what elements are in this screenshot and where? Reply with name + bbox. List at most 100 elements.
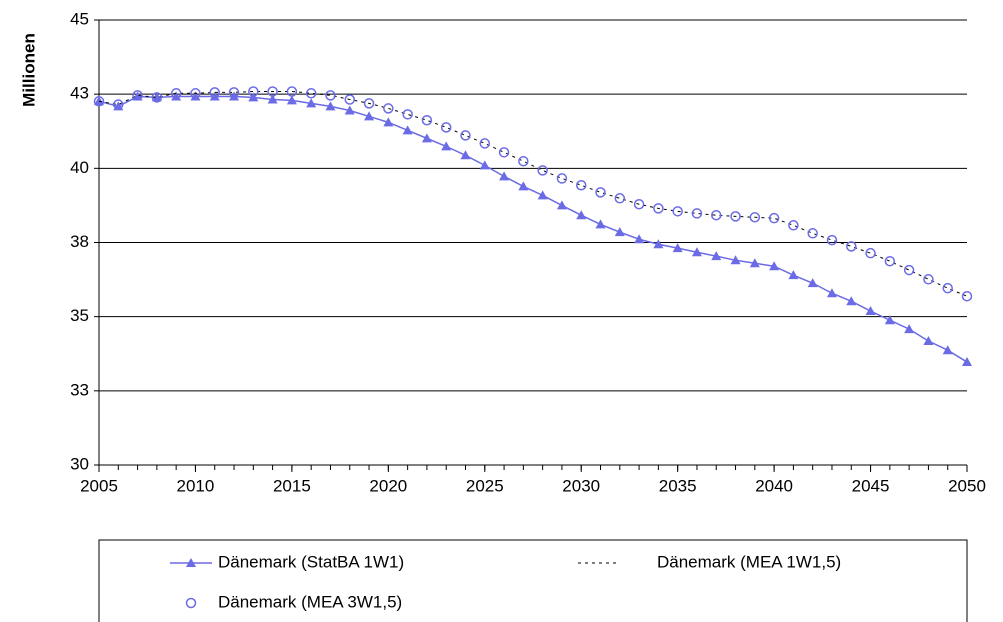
x-tick-label: 2040 — [755, 476, 793, 495]
marker — [923, 335, 934, 345]
marker — [93, 96, 105, 107]
x-tick-label: 2045 — [852, 476, 890, 495]
marker — [865, 306, 876, 316]
y-tick-label: 38 — [70, 232, 89, 251]
marker — [209, 87, 220, 98]
marker — [228, 87, 240, 98]
legend-marker — [186, 558, 196, 567]
marker — [170, 88, 182, 99]
marker — [595, 187, 606, 198]
marker — [325, 90, 336, 101]
y-tick-label: 45 — [70, 9, 89, 28]
series-line — [98, 95, 968, 363]
x-tick-label: 2025 — [466, 476, 504, 495]
marker — [730, 255, 741, 265]
marker — [884, 315, 895, 325]
marker — [364, 111, 375, 121]
marker — [576, 210, 587, 220]
marker — [421, 115, 433, 126]
marker — [865, 247, 876, 259]
marker — [711, 251, 722, 261]
marker — [344, 94, 356, 105]
marker — [151, 92, 162, 102]
marker — [190, 91, 201, 101]
marker — [807, 228, 818, 239]
marker — [961, 290, 973, 302]
marker — [440, 122, 452, 133]
marker — [498, 147, 510, 158]
marker — [672, 206, 683, 217]
marker — [962, 357, 972, 367]
legend-label: Dänemark (MEA 1W1,5) — [657, 552, 841, 571]
marker — [248, 86, 259, 97]
marker — [788, 220, 799, 231]
marker — [344, 105, 355, 115]
marker — [788, 270, 799, 280]
marker — [575, 179, 587, 191]
marker — [903, 264, 915, 276]
y-tick-label: 33 — [70, 380, 89, 399]
marker — [305, 88, 317, 99]
marker — [846, 241, 857, 252]
marker — [499, 171, 510, 181]
marker — [614, 193, 626, 204]
marker — [325, 101, 336, 111]
x-tick-label: 2030 — [562, 476, 600, 495]
marker — [171, 91, 182, 101]
marker — [826, 288, 837, 298]
marker — [421, 133, 432, 143]
marker — [942, 345, 953, 355]
marker — [383, 117, 394, 127]
marker — [672, 243, 683, 253]
marker — [132, 91, 143, 101]
marker — [441, 141, 452, 151]
marker — [749, 212, 761, 223]
legend-label: Dänemark (MEA 3W1,5) — [218, 592, 402, 611]
marker — [768, 212, 780, 224]
x-tick-label: 2010 — [177, 476, 215, 495]
marker — [634, 234, 645, 244]
marker — [769, 261, 780, 271]
marker — [904, 324, 915, 334]
marker — [132, 90, 143, 101]
x-tick-label: 2015 — [273, 476, 311, 495]
y-tick-label: 43 — [70, 84, 89, 103]
marker — [691, 247, 702, 257]
x-tick-label: 2005 — [80, 476, 118, 495]
marker — [190, 88, 201, 99]
marker — [286, 95, 297, 105]
legend-label: Dänemark (StatBA 1W1) — [218, 552, 404, 571]
marker — [306, 98, 317, 108]
marker — [942, 282, 953, 294]
marker — [209, 91, 220, 101]
x-tick-label: 2035 — [659, 476, 697, 495]
marker — [846, 296, 857, 306]
marker — [402, 109, 413, 120]
marker — [267, 94, 278, 104]
marker — [556, 173, 568, 184]
marker — [807, 278, 818, 288]
marker — [710, 209, 722, 221]
marker — [595, 219, 606, 229]
marker — [730, 211, 741, 222]
marker — [749, 258, 760, 268]
marker — [402, 125, 413, 135]
marker — [518, 181, 529, 191]
marker — [460, 130, 471, 141]
marker — [884, 255, 896, 267]
marker — [479, 138, 491, 149]
marker — [653, 239, 664, 249]
x-tick-label: 2050 — [948, 476, 986, 495]
marker — [363, 98, 375, 109]
marker — [151, 92, 163, 103]
marker — [923, 274, 934, 285]
legend-box — [98, 539, 968, 622]
marker — [653, 203, 664, 214]
marker — [556, 200, 567, 210]
marker — [537, 190, 548, 200]
marker — [286, 86, 298, 97]
series-line — [98, 90, 968, 297]
marker — [691, 208, 703, 219]
marker — [383, 103, 394, 114]
